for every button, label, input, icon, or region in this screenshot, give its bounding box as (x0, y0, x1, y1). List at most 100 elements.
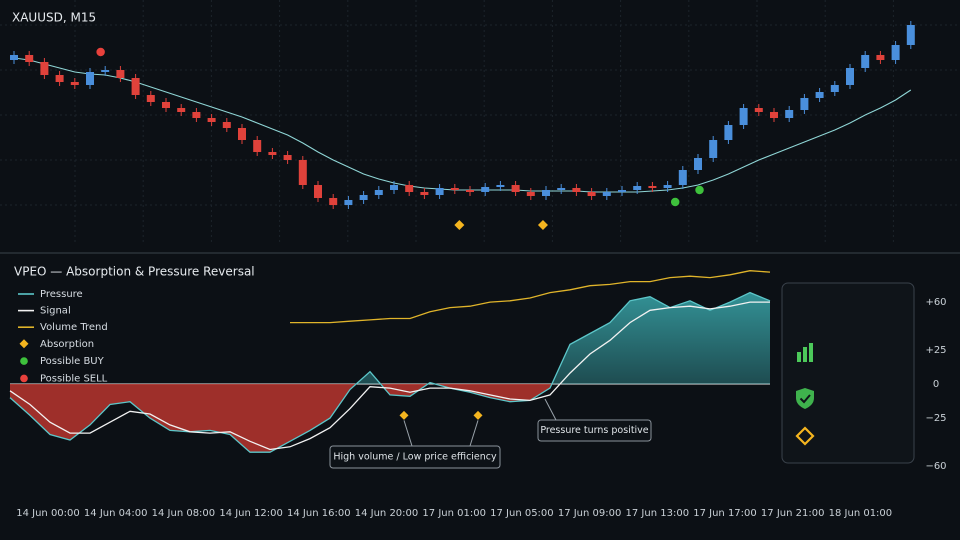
candle-body (602, 192, 611, 196)
shield-icon (796, 388, 814, 409)
marker-diamond (399, 410, 409, 420)
candle-body (709, 140, 718, 158)
x-tick-label: 17 Jun 05:00 (490, 508, 554, 519)
indicator-title: VPEO — Absorption & Pressure Reversal (14, 265, 255, 279)
x-tick-label: 17 Jun 13:00 (626, 508, 690, 519)
candle-body (785, 110, 794, 118)
candle-body (496, 185, 505, 187)
candle-body (724, 125, 733, 140)
candle-body (55, 75, 64, 82)
candle-body (374, 190, 383, 195)
candle-body (101, 70, 110, 72)
x-tick-label: 14 Jun 16:00 (287, 508, 351, 519)
candle-body (131, 78, 140, 95)
candle-body (207, 118, 216, 122)
vts-panel (781, 282, 915, 464)
series-line (9, 291, 771, 453)
candle-body (906, 25, 915, 45)
candle-body (70, 82, 79, 85)
candle-body (481, 187, 490, 192)
annotation-leader (469, 420, 479, 447)
x-tick-label: 14 Jun 04:00 (84, 508, 148, 519)
legend-swatch (20, 374, 28, 383)
marker-dot (96, 47, 105, 57)
candle-body (344, 200, 353, 205)
candle-body (222, 122, 231, 128)
candle-body (450, 188, 459, 190)
candle-body (40, 62, 49, 75)
candle-body (162, 102, 170, 108)
x-tick-label: 17 Jun 01:00 (422, 508, 486, 519)
candle-body (329, 198, 338, 205)
candle-body (390, 185, 398, 190)
candle-body (283, 155, 292, 160)
pressure-area-negative (10, 384, 770, 453)
candle-body (25, 55, 34, 62)
candle-body (435, 188, 444, 195)
x-tick-label: 17 Jun 17:00 (693, 508, 757, 519)
x-tick-label: 17 Jun 09:00 (558, 508, 622, 519)
candle-body (891, 45, 900, 60)
candle-body (420, 192, 429, 195)
candle-body (739, 108, 748, 125)
candle-body (754, 108, 763, 112)
series-line (290, 270, 771, 324)
moving-average (13, 57, 912, 193)
y-tick-label: −60 (925, 461, 946, 472)
marker-diamond (473, 410, 483, 420)
y-tick-label: −25 (925, 413, 946, 424)
x-tick-label: 18 Jun 01:00 (829, 508, 893, 519)
candle-body (177, 108, 186, 112)
annotation-text: High volume / Low price efficiency (333, 452, 497, 463)
candle-body (663, 185, 672, 188)
annotation-text: Pressure turns positive (540, 425, 648, 436)
pressure-area-positive (10, 292, 770, 384)
marker-diamond (454, 220, 465, 230)
legend-swatch (20, 357, 28, 365)
candle-body (572, 188, 581, 192)
legend-label: Possible BUY (40, 356, 105, 367)
x-tick-label: 17 Jun 21:00 (761, 508, 825, 519)
legend-label: Possible SELL (40, 373, 108, 384)
candle-body (542, 190, 550, 196)
annotation-leader (544, 398, 557, 421)
x-tick-label: 14 Jun 08:00 (152, 508, 216, 519)
candle-body (861, 55, 870, 68)
candle-body (800, 98, 809, 110)
marker-diamond (537, 220, 548, 230)
candle-body (846, 68, 854, 85)
candle-body (815, 92, 824, 98)
candle-body (10, 55, 18, 60)
candle-body (192, 112, 201, 118)
x-tick-label: 14 Jun 20:00 (355, 508, 419, 519)
candle-body (116, 70, 125, 78)
candle-body (268, 152, 277, 155)
legend-label: Signal (40, 306, 71, 317)
annotation-box (329, 445, 501, 469)
candle-body (678, 170, 687, 185)
candle-body (511, 185, 520, 192)
y-tick-label: +25 (925, 345, 946, 356)
diamond-icon (795, 426, 815, 446)
candle-body (648, 186, 657, 188)
grid (0, 0, 960, 245)
candle-body (587, 192, 596, 196)
series-line (9, 301, 770, 451)
candle-body (298, 160, 307, 185)
candle-body (618, 190, 626, 192)
legend-swatch (19, 339, 29, 349)
candle-body (526, 192, 535, 196)
candle-body (557, 188, 566, 190)
chart-title: XAUUSD, M15 (12, 11, 96, 25)
legend-label: Volume Trend (40, 322, 108, 333)
y-tick-label: +60 (925, 297, 946, 308)
y-tick-label: 0 (933, 379, 939, 390)
candle-body (238, 128, 246, 140)
annotation-box (537, 419, 652, 442)
candle-body (253, 140, 262, 152)
marker-dot (670, 197, 680, 207)
marker-dot (695, 185, 704, 195)
candle-body (466, 190, 474, 192)
annotation-leader (403, 420, 413, 447)
